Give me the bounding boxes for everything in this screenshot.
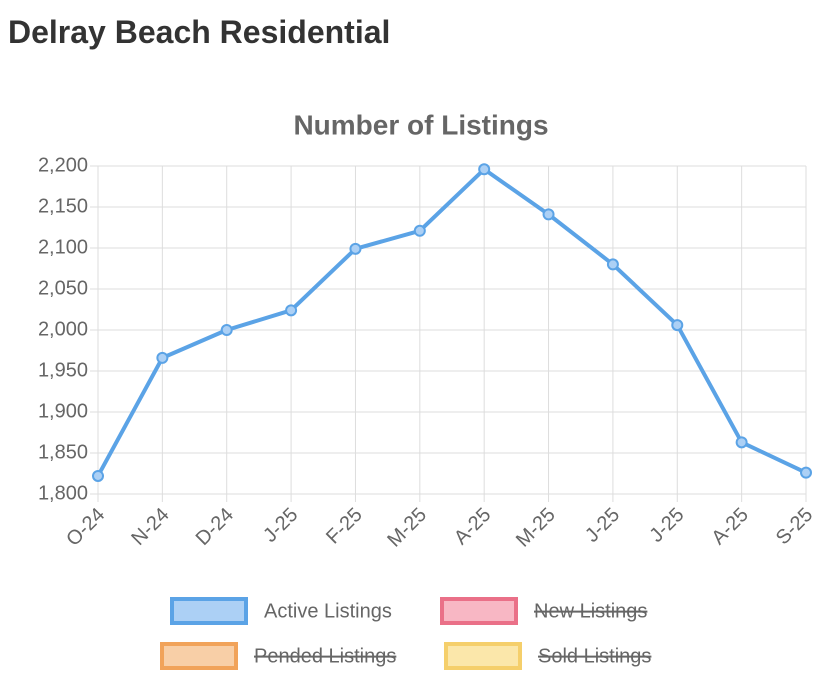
y-tick-label: 1,800 bbox=[38, 482, 88, 504]
data-point bbox=[349, 242, 362, 255]
x-tick-label: D-24 bbox=[192, 504, 238, 550]
data-point bbox=[285, 304, 298, 317]
data-point bbox=[542, 208, 555, 221]
legend-label[interactable]: New Listings bbox=[534, 600, 647, 622]
x-tick-label: M-25 bbox=[383, 504, 431, 552]
chart-title: Number of Listings bbox=[293, 109, 548, 140]
y-tick-label: 2,100 bbox=[38, 236, 88, 258]
y-tick-label: 1,850 bbox=[38, 441, 88, 463]
x-tick-label: A-25 bbox=[450, 504, 495, 549]
data-point bbox=[220, 324, 233, 336]
x-tick-label: J-25 bbox=[259, 504, 302, 547]
x-tick-label: M-25 bbox=[512, 504, 560, 552]
x-tick-label: J-25 bbox=[645, 504, 688, 547]
data-point bbox=[413, 224, 426, 237]
x-tick-label: A-25 bbox=[707, 504, 752, 549]
data-point bbox=[800, 466, 812, 479]
x-tick-label: S-25 bbox=[772, 504, 817, 549]
data-point bbox=[606, 258, 619, 271]
legend-swatch[interactable] bbox=[160, 642, 238, 670]
legend-label[interactable]: Active Listings bbox=[264, 600, 392, 622]
y-tick-label: 1,950 bbox=[38, 359, 88, 381]
line-series bbox=[96, 167, 807, 477]
y-tick-label: 2,050 bbox=[38, 277, 88, 299]
data-point bbox=[92, 469, 104, 482]
x-tick-label: O-24 bbox=[62, 504, 109, 551]
y-tick-label: 2,000 bbox=[38, 318, 88, 340]
x-tick-label: F-25 bbox=[322, 504, 367, 549]
data-point bbox=[478, 163, 491, 176]
y-tick-label: 2,200 bbox=[38, 154, 88, 176]
legend-swatch[interactable] bbox=[444, 642, 522, 670]
data-point bbox=[735, 436, 748, 449]
y-tick-label: 2,150 bbox=[38, 195, 88, 217]
y-tick-label: 1,900 bbox=[38, 400, 88, 422]
legend-label[interactable]: Sold Listings bbox=[538, 645, 651, 667]
page-title: Delray Beach Residential bbox=[8, 14, 391, 50]
legend-label[interactable]: Pended Listings bbox=[254, 645, 396, 667]
data-point bbox=[156, 351, 169, 364]
x-tick-label: N-24 bbox=[127, 504, 173, 550]
x-tick-label: J-25 bbox=[581, 504, 624, 547]
legend-swatch[interactable] bbox=[440, 597, 518, 625]
data-point bbox=[671, 319, 684, 332]
legend-swatch[interactable] bbox=[170, 597, 248, 625]
